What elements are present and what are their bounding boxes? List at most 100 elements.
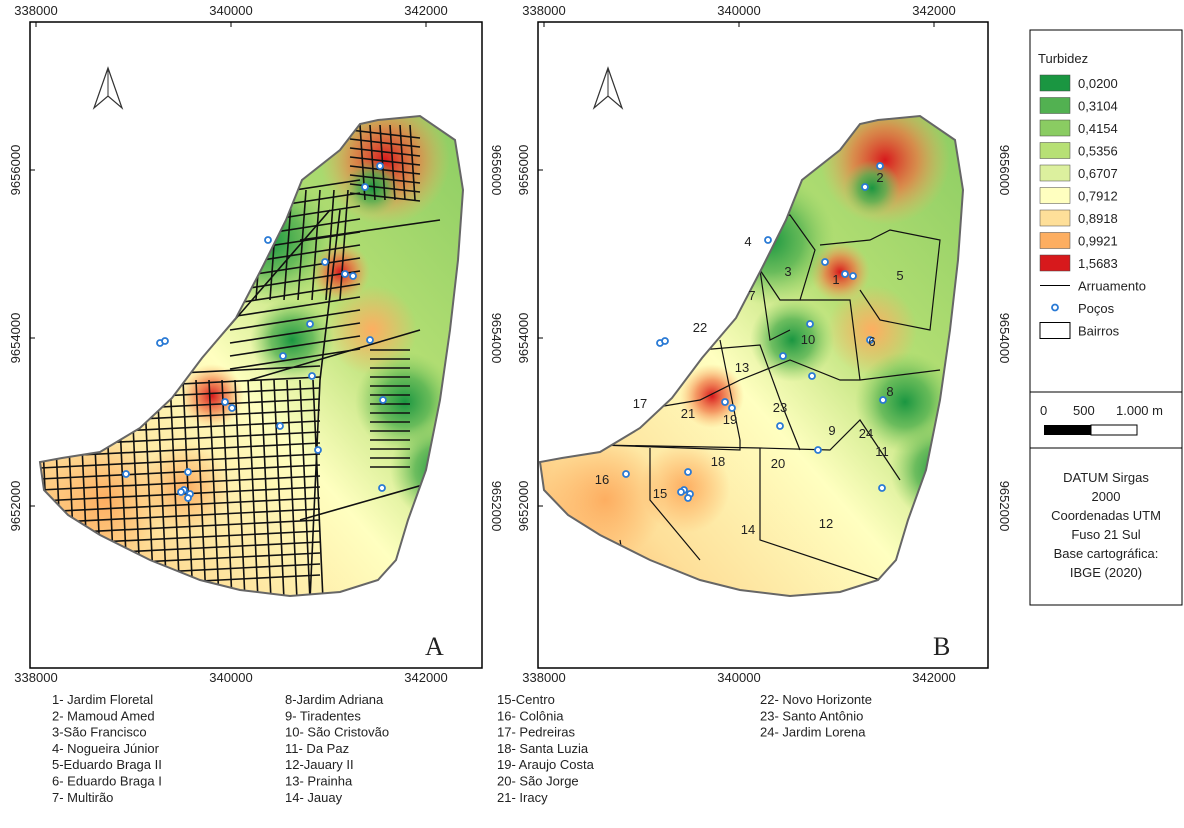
well: [662, 338, 668, 344]
district-label: 1: [832, 272, 839, 287]
y-coordinate-label: 9652000: [489, 481, 504, 532]
district-label: 23: [773, 400, 787, 415]
district-label: 4: [744, 234, 751, 249]
x-coordinate-label: 338000: [14, 3, 57, 18]
scale-bar: [1091, 425, 1137, 435]
well: [362, 184, 368, 190]
x-coordinate-label: 342000: [912, 670, 955, 685]
well: [685, 495, 691, 501]
legend-swatch: [1040, 75, 1070, 91]
neighborhood-entry: 9- Tiradentes: [285, 708, 361, 723]
x-coordinate-label: 340000: [717, 3, 760, 18]
well: [685, 469, 691, 475]
well: [229, 405, 235, 411]
y-coordinate-label: 9654000: [489, 313, 504, 364]
district-label: 13: [735, 360, 749, 375]
datum-text: 2000: [1092, 489, 1121, 504]
well: [342, 271, 348, 277]
legend-swatch: [1040, 188, 1070, 204]
legend-swatch: [1040, 255, 1070, 271]
neighborhood-entry: 12-Jauary II: [285, 757, 354, 772]
well: [765, 237, 771, 243]
district-label: 20: [771, 456, 785, 471]
well: [222, 399, 228, 405]
well: [822, 259, 828, 265]
district-label: 11: [875, 444, 889, 459]
legend-label: 0,6707: [1078, 166, 1118, 181]
x-coordinate-label: 338000: [522, 3, 565, 18]
neighborhood-entry: 5-Eduardo Braga II: [52, 757, 162, 772]
map-letter: B: [933, 632, 950, 661]
well: [380, 397, 386, 403]
neighborhood-entry: 13- Prainha: [285, 774, 353, 789]
well: [162, 338, 168, 344]
legend-label: Arruamento: [1078, 279, 1146, 294]
legend-label: Poços: [1078, 301, 1115, 316]
well: [842, 271, 848, 277]
scale-bar: [1044, 425, 1091, 435]
well: [780, 353, 786, 359]
x-coordinate-label: 342000: [404, 3, 447, 18]
y-coordinate-label: 9656000: [8, 145, 23, 196]
well: [280, 353, 286, 359]
district-label: 16: [595, 472, 609, 487]
well: [185, 495, 191, 501]
datum-text: Fuso 21 Sul: [1071, 527, 1140, 542]
y-coordinate-label: 9652000: [997, 481, 1012, 532]
x-coordinate-label: 342000: [404, 670, 447, 685]
district-label: 18: [711, 454, 725, 469]
datum-text: Base cartográfica:: [1054, 546, 1159, 561]
well: [377, 163, 383, 169]
legend-district-symbol: [1040, 323, 1070, 339]
y-coordinate-label: 9654000: [516, 313, 531, 364]
well: [178, 489, 184, 495]
scale-label: 1.000 m: [1116, 403, 1163, 418]
well: [265, 237, 271, 243]
neighborhood-entry: 10- São Cristovão: [285, 725, 389, 740]
legend-label: 0,7912: [1078, 189, 1118, 204]
well: [862, 184, 868, 190]
district-label: 19: [723, 412, 737, 427]
scale-label: 0: [1040, 403, 1047, 418]
well: [850, 273, 856, 279]
neighborhood-entry: 24- Jardim Lorena: [760, 725, 866, 740]
map-figure: A B Turbidez 0 500 1.000 m 3380003380003…: [0, 0, 1184, 823]
neighborhood-entry: 7- Multirão: [52, 790, 113, 805]
legend-well-symbol: [1052, 305, 1058, 311]
neighborhood-entry: 15-Centro: [497, 692, 555, 707]
y-coordinate-label: 9654000: [8, 313, 23, 364]
neighborhood-entry: 14- Jauay: [285, 790, 343, 805]
neighborhood-entry: 17- Pedreiras: [497, 725, 576, 740]
x-coordinate-label: 338000: [14, 670, 57, 685]
datum-text: IBGE (2020): [1070, 565, 1142, 580]
x-coordinate-label: 340000: [717, 670, 760, 685]
well: [729, 405, 735, 411]
x-coordinate-label: 340000: [209, 3, 252, 18]
neighborhood-entry: 22- Novo Horizonte: [760, 692, 872, 707]
legend-label: 0,9921: [1078, 234, 1118, 249]
neighborhood-entry: 20- São Jorge: [497, 774, 579, 789]
legend-label: Bairros: [1078, 324, 1120, 339]
neighborhood-entry: 18- Santa Luzia: [497, 741, 589, 756]
datum-text: DATUM Sirgas: [1063, 470, 1149, 485]
well: [185, 469, 191, 475]
well: [623, 471, 629, 477]
district-label: 5: [896, 268, 903, 283]
well: [722, 399, 728, 405]
well: [277, 423, 283, 429]
well: [815, 447, 821, 453]
y-coordinate-label: 9652000: [8, 481, 23, 532]
map-letter: A: [425, 632, 444, 661]
neighborhood-entry: 21- Iracy: [497, 790, 548, 805]
well: [678, 489, 684, 495]
neighborhood-entry: 6- Eduardo Braga I: [52, 774, 162, 789]
well: [807, 321, 813, 327]
legend-label: 0,4154: [1078, 121, 1118, 136]
district-label: 21: [681, 406, 695, 421]
legend-swatch: [1040, 233, 1070, 249]
datum-text: Coordenadas UTM: [1051, 508, 1161, 523]
well: [123, 471, 129, 477]
well: [367, 337, 373, 343]
district-label: 9: [828, 423, 835, 438]
district-label: 6: [868, 334, 875, 349]
